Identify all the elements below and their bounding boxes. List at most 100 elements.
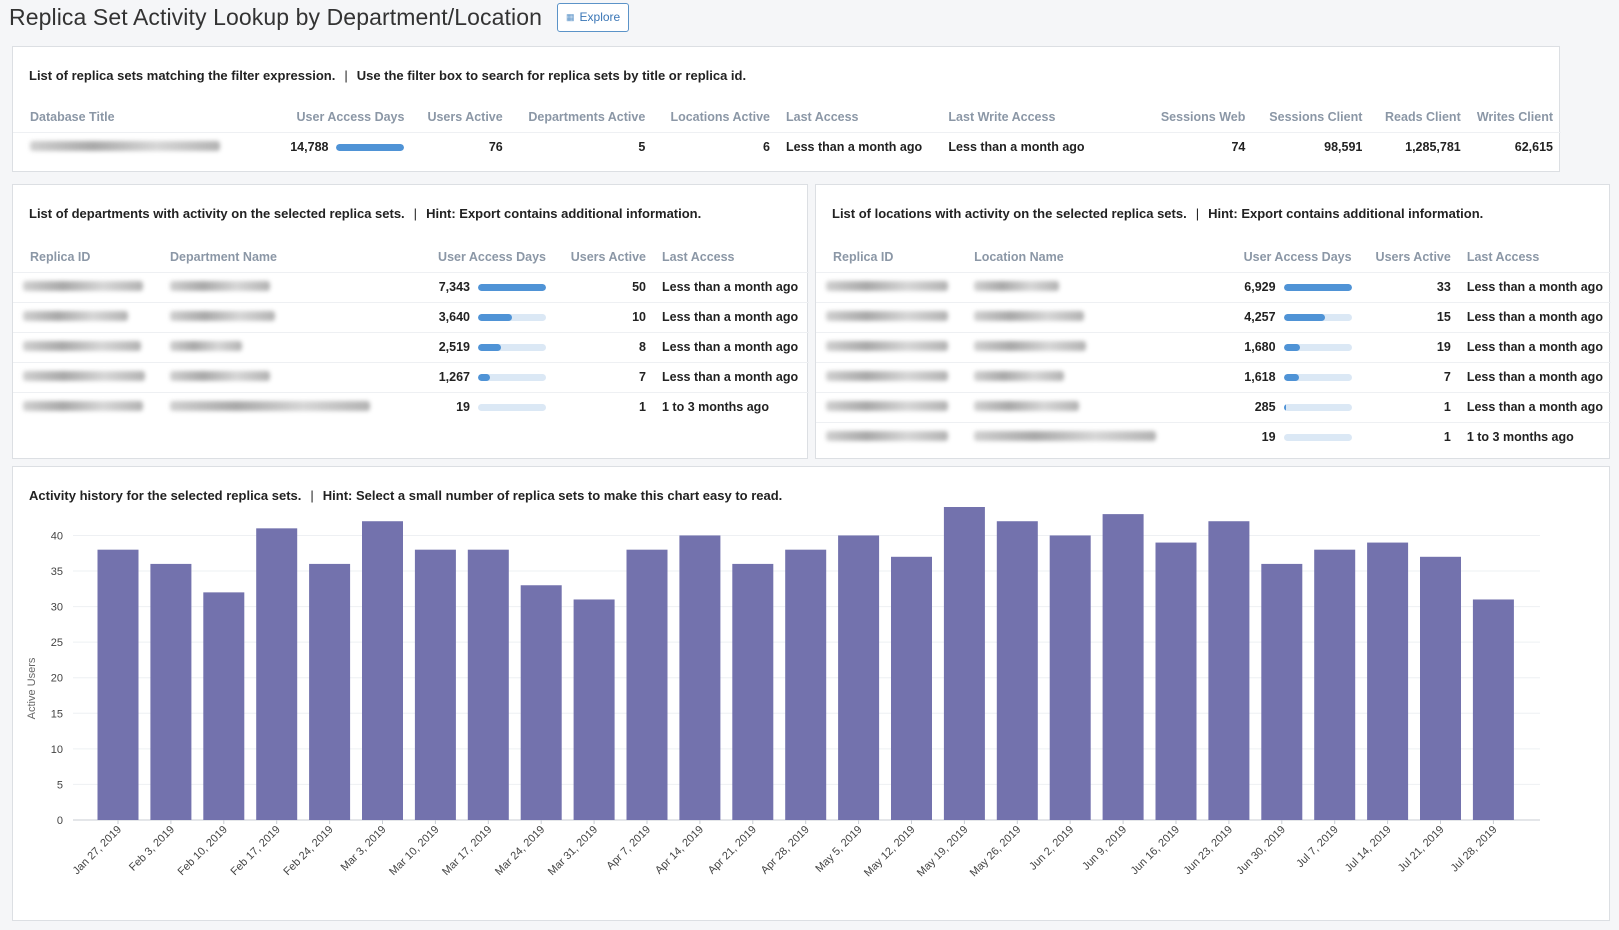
redacted-text: [974, 371, 1065, 381]
chart-bar: [1049, 535, 1091, 820]
user-access-days-bar: [478, 373, 546, 381]
replica-sets-hint-text: Use the filter box to search for replica…: [356, 68, 747, 83]
col-departments-active[interactable]: Departments Active: [528, 109, 646, 124]
col-sessions-web[interactable]: Sessions Web: [1160, 109, 1246, 124]
user-access-days-cell: 14,788: [228, 131, 413, 162]
x-tick-label: Apr 21, 2019: [706, 824, 759, 877]
table-row[interactable]: 14,788 76 5 6 Less than a month ago Less…: [13, 131, 1561, 162]
col-writes-client[interactable]: Writes Client: [1476, 109, 1553, 124]
x-tick-label: Mar 3, 2019: [339, 824, 389, 874]
chart-bar: [1420, 556, 1461, 820]
user-access-days-value: 285: [1254, 400, 1276, 414]
user-access-days-cell: 1,618: [1200, 361, 1360, 392]
users-active-cell: 7: [1359, 361, 1459, 392]
page-title: Replica Set Activity Lookup by Departmen…: [9, 3, 543, 30]
user-access-days-bar: [478, 343, 546, 351]
col-users-active[interactable]: Users Active: [570, 249, 646, 264]
chart-bar: [626, 549, 668, 820]
x-tick-label: Jun 23, 2019: [1182, 824, 1235, 877]
name-cell: [162, 271, 392, 302]
page-header: Replica Set Activity Lookup by Departmen…: [9, 2, 630, 32]
replica-id-cell: [13, 391, 162, 422]
name-cell: [162, 361, 392, 392]
table-row[interactable]: 6,929 33 Less than a month ago: [816, 271, 1611, 302]
user-access-days-cell: 7,343: [392, 271, 554, 302]
col-users-active[interactable]: Users Active: [427, 109, 503, 124]
table-row[interactable]: 1,618 7 Less than a month ago: [816, 361, 1611, 392]
replica-id-cell: [816, 331, 967, 362]
last-access-cell: Less than a month ago: [654, 331, 809, 362]
name-cell: [162, 391, 392, 422]
x-tick-label: Feb 3, 2019: [127, 824, 177, 874]
sessions-web-cell: 74: [1122, 131, 1254, 162]
x-tick-label: Jul 28, 2019: [1449, 824, 1500, 875]
user-access-days-bar: [1283, 313, 1352, 321]
last-access-cell: 1 to 3 months ago: [654, 391, 809, 422]
table-row[interactable]: 1,680 19 Less than a month ago: [816, 331, 1611, 362]
col-last-access[interactable]: Last Access: [786, 109, 859, 124]
user-access-days-bar: [1283, 433, 1352, 441]
chart-bar: [1314, 549, 1356, 820]
departments-panel: List of departments with activity on the…: [12, 184, 809, 459]
user-access-days-value: 14,788: [290, 140, 329, 155]
redacted-text: [170, 311, 275, 321]
col-user-access-days[interactable]: User Access Days: [1243, 249, 1352, 264]
user-access-days-cell: 3,640: [392, 301, 554, 332]
chart-bar: [785, 549, 827, 820]
col-last-access[interactable]: Last Access: [662, 249, 735, 264]
y-tick-label: 5: [57, 779, 63, 791]
users-active-cell: 1: [1359, 391, 1459, 422]
user-access-days-cell: 6,929: [1200, 271, 1360, 302]
redacted-text: [826, 341, 948, 351]
replica-sets-panel-title: List of replica sets matching the filter…: [29, 68, 747, 83]
table-row[interactable]: 19 1 1 to 3 months ago: [816, 421, 1611, 452]
table-row[interactable]: 4,257 15 Less than a month ago: [816, 301, 1611, 332]
col-locations-active[interactable]: Locations Active: [670, 109, 770, 124]
y-tick-label: 35: [51, 566, 63, 578]
replica-sets-title-text: List of replica sets matching the filter…: [29, 68, 336, 83]
redacted-text: [826, 401, 948, 411]
user-access-days-value: 6,929: [1244, 280, 1276, 294]
col-users-active[interactable]: Users Active: [1375, 249, 1451, 264]
table-row[interactable]: 3,640 10 Less than a month ago: [13, 301, 809, 332]
user-access-days-cell: 19: [392, 391, 554, 422]
col-last-write-access[interactable]: Last Write Access: [948, 109, 1056, 124]
table-row[interactable]: 1,267 7 Less than a month ago: [13, 361, 809, 392]
col-department-name[interactable]: Department Name: [170, 249, 277, 264]
col-replica-id[interactable]: Replica ID: [30, 249, 91, 264]
x-tick-label: Jan 27, 2019: [71, 824, 124, 877]
chart-bar: [943, 507, 985, 820]
col-user-access-days[interactable]: User Access Days: [296, 109, 405, 124]
writes-client-cell: 62,615: [1468, 131, 1561, 162]
table-row[interactable]: 7,343 50 Less than a month ago: [13, 271, 809, 302]
x-tick-label: Jul 7, 2019: [1294, 824, 1341, 871]
redacted-text: [974, 311, 1085, 321]
col-database-title[interactable]: Database Title: [30, 109, 115, 124]
x-tick-label: Mar 24, 2019: [493, 824, 547, 878]
table-row[interactable]: 285 1 Less than a month ago: [816, 391, 1611, 422]
table-row[interactable]: 19 1 1 to 3 months ago: [13, 391, 809, 422]
locations-hint-text: Hint: Export contains additional informa…: [1208, 206, 1484, 221]
last-access-cell: Less than a month ago: [654, 361, 809, 392]
col-reads-client[interactable]: Reads Client: [1385, 109, 1461, 124]
last-access-cell: 1 to 3 months ago: [1458, 421, 1611, 452]
last-access-cell: Less than a month ago: [1458, 301, 1611, 332]
col-replica-id[interactable]: Replica ID: [833, 249, 894, 264]
col-location-name[interactable]: Location Name: [974, 249, 1064, 264]
user-access-days-bar: [336, 143, 405, 151]
redacted-text: [23, 311, 128, 321]
explore-label: Explore: [579, 10, 621, 24]
y-tick-label: 25: [51, 637, 63, 649]
col-last-access[interactable]: Last Access: [1466, 249, 1540, 264]
replica-id-cell: [13, 301, 162, 332]
col-sessions-client[interactable]: Sessions Client: [1269, 109, 1363, 124]
redacted-text: [23, 371, 145, 381]
table-row[interactable]: 2,519 8 Less than a month ago: [13, 331, 809, 362]
y-tick-label: 30: [51, 602, 63, 614]
users-active-cell: 1: [1359, 421, 1459, 452]
departments-table: Replica ID Department Name User Access D…: [13, 242, 809, 422]
last-access-cell: Less than a month ago: [1458, 361, 1611, 392]
explore-button[interactable]: ▦ Explore: [557, 2, 630, 32]
locations-header-row: Replica ID Location Name User Access Day…: [816, 242, 1611, 272]
col-user-access-days[interactable]: User Access Days: [438, 249, 546, 264]
